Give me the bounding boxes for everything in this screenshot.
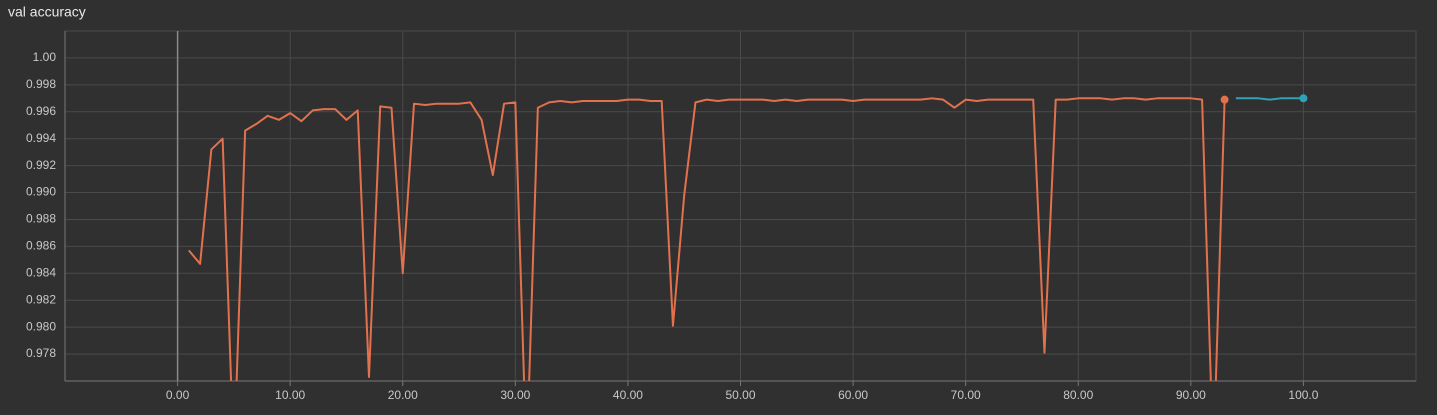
series-end-marker [1220,95,1229,104]
x-tick-label: 50.00 [725,388,755,402]
x-tick-label: 40.00 [613,388,643,402]
x-tick-label: 0.00 [166,388,190,402]
y-tick-label: 0.992 [26,158,56,172]
x-tick-label: 10.00 [275,388,305,402]
y-tick-label: 0.988 [26,212,56,226]
y-tick-label: 0.998 [26,77,56,91]
y-tick-label: 0.984 [26,265,56,279]
series-end-marker [1299,94,1308,103]
y-tick-label: 0.990 [26,185,56,199]
x-tick-label: 30.00 [500,388,530,402]
x-tick-label: 20.00 [388,388,418,402]
y-tick-label: 0.994 [26,131,56,145]
x-tick-label: 90.00 [1176,388,1206,402]
y-tick-label: 0.986 [26,239,56,253]
y-tick-label: 0.982 [26,292,56,306]
y-tick-label: 0.978 [26,346,56,360]
y-tick-label: 1.00 [33,50,57,64]
chart-title: val accuracy [8,4,86,20]
y-tick-label: 0.996 [26,104,56,118]
x-tick-label: 60.00 [838,388,868,402]
x-tick-label: 70.00 [951,388,981,402]
series-line [188,97,1226,381]
plot-area [188,94,1308,381]
x-tick-label: 80.00 [1063,388,1093,402]
series-line [1235,97,1304,101]
x-tick-label: 100.0 [1288,388,1318,402]
y-tick-label: 0.980 [26,319,56,333]
